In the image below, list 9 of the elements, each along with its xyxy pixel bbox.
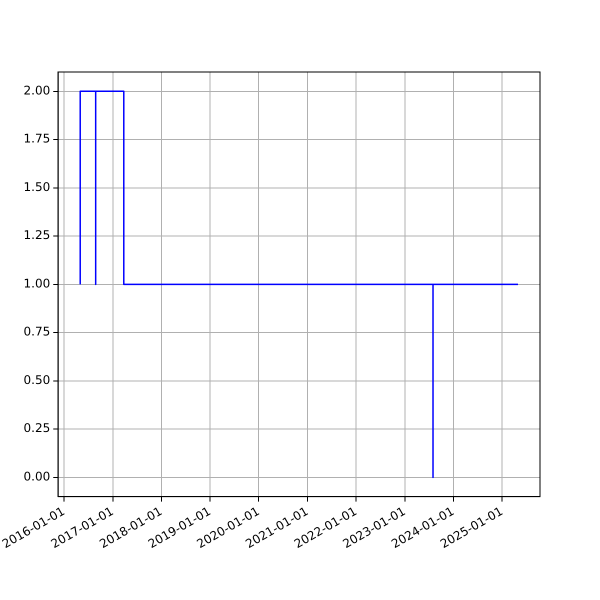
- y-tick-label: 0.75: [24, 324, 50, 339]
- y-tick-label: 1.25: [24, 228, 50, 242]
- y-tick-label: 0.25: [24, 421, 50, 436]
- y-tick-label: 0.50: [24, 372, 50, 387]
- y-tick-label: 1.00: [24, 276, 50, 290]
- y-tick-label: 2.00: [24, 83, 50, 98]
- y-tick-label: 1.75: [24, 132, 50, 146]
- y-tick-label: 0.00: [24, 469, 50, 484]
- y-tick-label: 1.50: [24, 180, 50, 194]
